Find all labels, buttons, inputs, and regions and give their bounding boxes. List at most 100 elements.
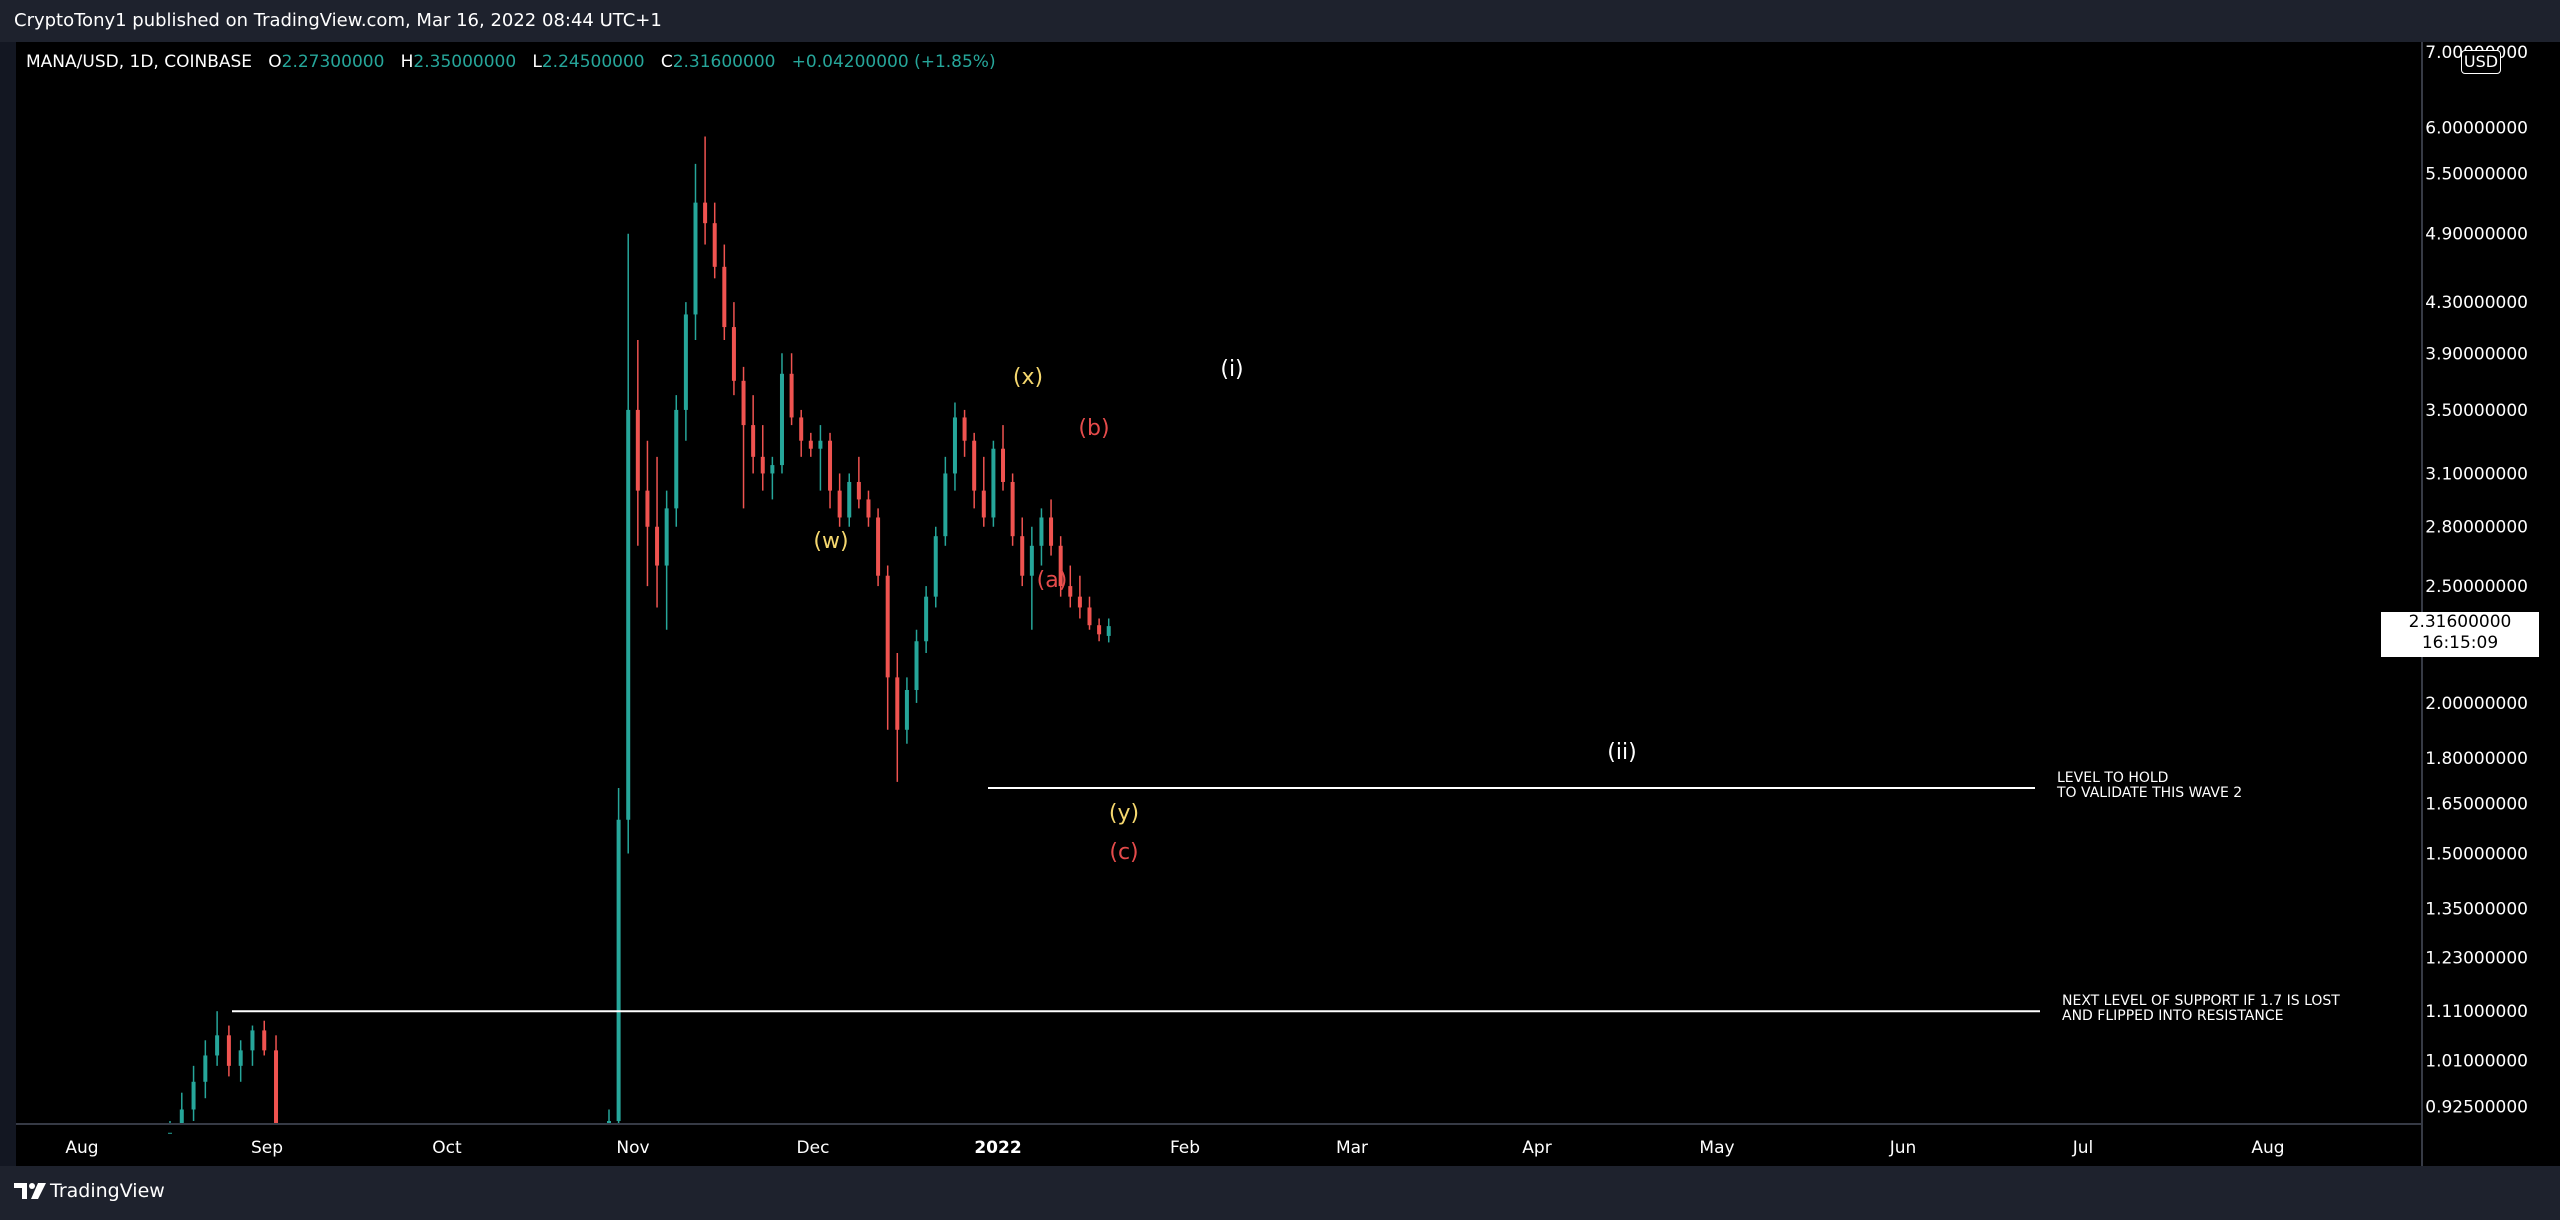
candle-body bbox=[847, 481, 852, 518]
wave-label: (c) bbox=[1109, 840, 1138, 865]
candle-body bbox=[1068, 586, 1073, 597]
candle-body bbox=[168, 1132, 172, 1134]
candle-body bbox=[655, 526, 660, 566]
low-value: 2.24500000 bbox=[541, 52, 645, 72]
candle-body bbox=[250, 1030, 255, 1051]
candle-body bbox=[895, 677, 900, 730]
x-tick-label: Feb bbox=[1170, 1138, 1200, 1158]
candle-body bbox=[203, 1055, 208, 1082]
candle-body bbox=[924, 596, 929, 642]
candle-body bbox=[741, 380, 746, 426]
change-value: +0.04200000 (+1.85%) bbox=[791, 52, 996, 72]
y-tick-label: 3.90000000 bbox=[2425, 344, 2528, 364]
footer-bar bbox=[0, 1166, 2560, 1220]
candle-body bbox=[751, 425, 756, 457]
wave-label: (ii) bbox=[1607, 740, 1636, 765]
x-tick-label: Apr bbox=[1522, 1138, 1551, 1158]
candle-body bbox=[645, 490, 650, 527]
tradingview-logo-icon[interactable] bbox=[14, 1181, 48, 1201]
candle-body bbox=[635, 409, 640, 491]
wave-label: (b) bbox=[1078, 416, 1109, 441]
candle-body bbox=[683, 314, 688, 410]
symbol-legend[interactable]: MANA/USD, 1D, COINBASE O2.27300000 H2.35… bbox=[26, 52, 996, 72]
x-tick-label: Jun bbox=[1889, 1138, 1917, 1158]
y-tick-labels: 7.000000006.000000005.500000004.90000000… bbox=[2425, 43, 2528, 1118]
candle-body bbox=[1058, 545, 1063, 587]
x-tick-label: May bbox=[1699, 1138, 1734, 1158]
candle-body bbox=[914, 641, 919, 690]
candle-body bbox=[731, 327, 736, 381]
y-tick-label: 1.65000000 bbox=[2425, 795, 2528, 815]
candle-body bbox=[1049, 517, 1054, 546]
x-tick-label: Sep bbox=[251, 1138, 283, 1158]
candle-body bbox=[760, 456, 765, 474]
wave-label: (x) bbox=[1013, 365, 1043, 390]
candle-body bbox=[770, 465, 775, 474]
candle-body bbox=[1020, 536, 1025, 576]
wave-label: (y) bbox=[1109, 801, 1139, 826]
high-value: 2.35000000 bbox=[413, 52, 517, 72]
high-label: H bbox=[400, 52, 414, 72]
candle-body bbox=[626, 409, 631, 820]
x-tick-label: Nov bbox=[616, 1138, 649, 1158]
y-tick-label: 1.11000000 bbox=[2425, 1002, 2528, 1022]
candle-body bbox=[876, 517, 881, 576]
tradingview-brand[interactable]: TradingView bbox=[50, 1180, 165, 1202]
chart-pane[interactable] bbox=[16, 42, 2560, 1166]
level-label: LEVEL TO HOLD bbox=[2057, 770, 2168, 786]
candle-body bbox=[1010, 481, 1015, 537]
candle-body bbox=[262, 1030, 267, 1051]
candle-body bbox=[1077, 596, 1082, 608]
candle-body bbox=[1039, 517, 1044, 546]
x-tick-labels: Aug Sep Oct Nov Dec 2022 Feb Mar Apr May Jun Jul Aug bbox=[65, 1138, 2284, 1158]
candle-body bbox=[818, 440, 823, 449]
y-tick-label: 6.00000000 bbox=[2425, 119, 2528, 139]
y-tick-label: 1.35000000 bbox=[2425, 900, 2528, 920]
candle-body bbox=[238, 1050, 243, 1066]
wave-labels: (w) (x) (b) (a) (y) (c) (i) (ii) bbox=[813, 357, 1636, 865]
last-price-tag: 2.31600000 16:15:09 bbox=[2381, 612, 2539, 657]
candle-body bbox=[1087, 607, 1092, 626]
candle-body bbox=[943, 473, 948, 537]
currency-button[interactable]: USD bbox=[2461, 50, 2501, 74]
x-tick-label: 2022 bbox=[974, 1138, 1021, 1158]
candle-body bbox=[789, 373, 794, 418]
candle-body bbox=[1029, 545, 1034, 576]
y-tick-label: 1.23000000 bbox=[2425, 948, 2528, 968]
level-label: AND FLIPPED INTO RESISTANCE bbox=[2062, 1008, 2283, 1024]
level-label: TO VALIDATE THIS WAVE 2 bbox=[2056, 785, 2242, 801]
low-label: L bbox=[532, 52, 542, 72]
candle-body bbox=[215, 1035, 220, 1056]
x-tick-label: Dec bbox=[797, 1138, 830, 1158]
wave-label: (i) bbox=[1220, 357, 1243, 382]
published-info: CryptoTony1 published on TradingView.com… bbox=[14, 10, 662, 31]
close-value: 2.31600000 bbox=[672, 52, 776, 72]
candle-body bbox=[828, 440, 833, 491]
candle-body bbox=[933, 536, 938, 597]
wave-label: (w) bbox=[813, 529, 848, 554]
y-tick-label: 1.01000000 bbox=[2425, 1052, 2528, 1072]
x-tick-label: Oct bbox=[432, 1138, 462, 1158]
candle-body bbox=[693, 202, 698, 315]
candle-body bbox=[712, 223, 717, 267]
price-chart[interactable]: 7.000000006.000000005.500000004.90000000… bbox=[0, 0, 2560, 1166]
x-tick-label: Aug bbox=[65, 1138, 98, 1158]
candle-body bbox=[616, 819, 621, 1121]
publish-header: CryptoTony1 published on TradingView.com… bbox=[0, 0, 2560, 42]
candle-body bbox=[191, 1081, 196, 1110]
candle-body bbox=[837, 490, 842, 518]
close-label: C bbox=[660, 52, 673, 72]
open-label: O bbox=[268, 52, 282, 72]
candle-body bbox=[904, 689, 909, 730]
candle-body bbox=[664, 508, 669, 566]
candle-body bbox=[274, 1050, 279, 1123]
y-tick-label: 2.80000000 bbox=[2425, 518, 2528, 538]
candle-body bbox=[962, 417, 967, 441]
open-value: 2.27300000 bbox=[281, 52, 385, 72]
candle-body bbox=[885, 575, 890, 678]
candle-body bbox=[674, 409, 679, 509]
candle-body bbox=[799, 417, 804, 441]
y-tick-label: 5.50000000 bbox=[2425, 164, 2528, 184]
candle-body bbox=[856, 481, 861, 500]
